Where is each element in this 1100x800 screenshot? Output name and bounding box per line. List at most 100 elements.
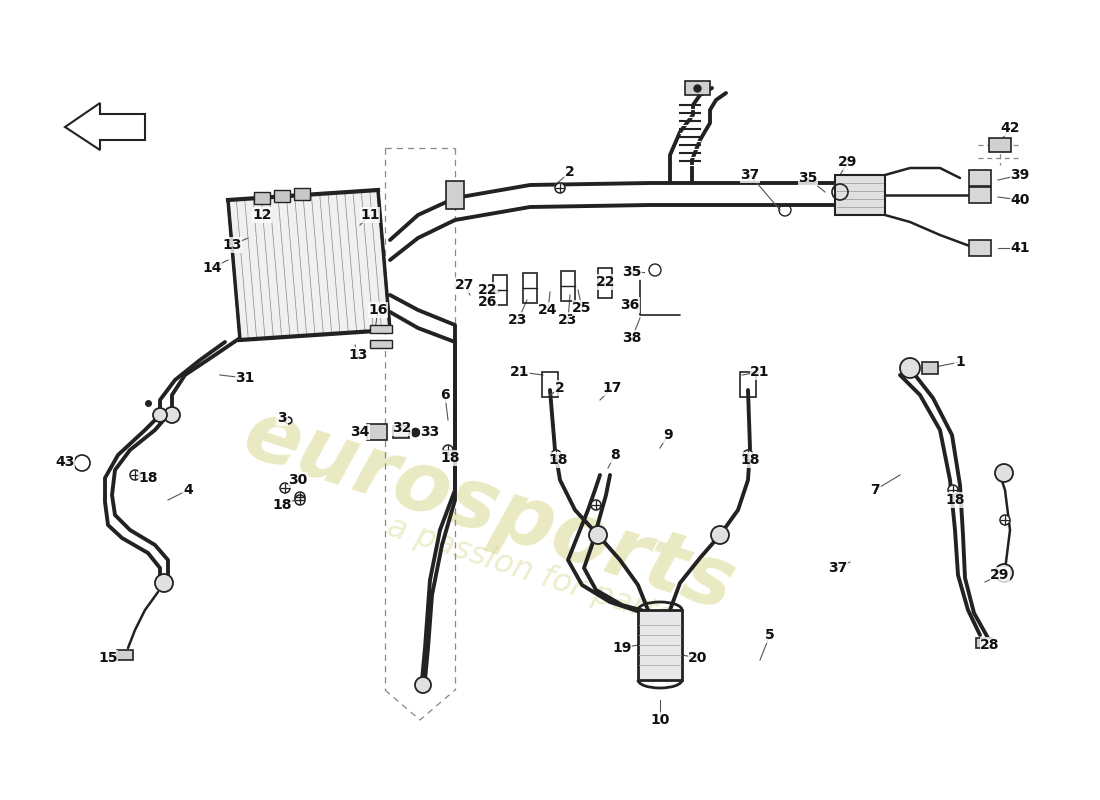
Text: 29: 29 <box>838 155 858 169</box>
Text: 3: 3 <box>277 411 287 425</box>
Text: 11: 11 <box>361 208 379 222</box>
Circle shape <box>742 450 754 460</box>
Text: 16: 16 <box>368 303 387 317</box>
Circle shape <box>443 445 453 455</box>
Text: 4: 4 <box>183 483 192 497</box>
Text: eurosports: eurosports <box>234 393 746 627</box>
Text: 18: 18 <box>139 471 157 485</box>
Bar <box>393 426 409 438</box>
Circle shape <box>130 470 140 480</box>
Text: 28: 28 <box>980 638 1000 652</box>
Text: 30: 30 <box>288 473 308 487</box>
Bar <box>274 190 290 202</box>
Circle shape <box>153 408 167 422</box>
Bar <box>493 275 507 305</box>
Text: 39: 39 <box>1011 168 1030 182</box>
Text: 23: 23 <box>508 313 528 327</box>
Text: 15: 15 <box>98 651 118 665</box>
Bar <box>370 325 392 333</box>
Bar <box>117 650 133 660</box>
Text: a passion for parts: a passion for parts <box>384 511 676 633</box>
Text: 12: 12 <box>252 208 272 222</box>
Text: 29: 29 <box>990 568 1010 582</box>
Bar <box>370 340 392 348</box>
Text: 22: 22 <box>596 275 616 289</box>
Text: 27: 27 <box>455 278 475 292</box>
Circle shape <box>155 574 173 592</box>
Text: 35: 35 <box>799 171 817 185</box>
Text: 23: 23 <box>559 313 578 327</box>
Bar <box>294 188 310 200</box>
Bar <box>542 372 558 397</box>
Text: 36: 36 <box>620 298 639 312</box>
Text: 1: 1 <box>955 355 965 369</box>
Circle shape <box>164 407 180 423</box>
Bar <box>522 273 537 303</box>
Bar <box>638 610 682 680</box>
Bar <box>969 240 991 256</box>
Text: 18: 18 <box>945 493 965 507</box>
Text: 9: 9 <box>663 428 673 442</box>
Text: 13: 13 <box>222 238 242 252</box>
Circle shape <box>295 492 305 502</box>
Bar <box>561 271 575 301</box>
Circle shape <box>948 485 958 495</box>
Text: 37: 37 <box>828 561 848 575</box>
Circle shape <box>996 464 1013 482</box>
Text: 18: 18 <box>273 498 292 512</box>
Text: 18: 18 <box>440 451 460 465</box>
Text: 20: 20 <box>689 651 707 665</box>
Text: 14: 14 <box>202 261 222 275</box>
Text: 8: 8 <box>610 448 620 462</box>
Text: 18: 18 <box>740 453 760 467</box>
Text: 38: 38 <box>623 331 641 345</box>
Text: 22: 22 <box>478 283 497 297</box>
Text: 31: 31 <box>235 371 255 385</box>
Bar <box>969 187 991 203</box>
Text: 25: 25 <box>572 301 592 315</box>
Text: 2: 2 <box>565 165 575 179</box>
Circle shape <box>588 526 607 544</box>
Text: 37: 37 <box>740 168 760 182</box>
Bar <box>367 424 387 440</box>
Bar <box>976 638 992 648</box>
Bar <box>684 81 710 95</box>
Circle shape <box>996 564 1013 582</box>
Circle shape <box>900 358 920 378</box>
Text: 42: 42 <box>1000 121 1020 135</box>
Text: 43: 43 <box>55 455 75 469</box>
Circle shape <box>551 450 561 460</box>
Text: 40: 40 <box>1010 193 1030 207</box>
Text: 18: 18 <box>548 453 568 467</box>
Bar <box>989 138 1011 152</box>
Text: 6: 6 <box>440 388 450 402</box>
Text: 34: 34 <box>350 425 370 439</box>
Text: 7: 7 <box>870 483 880 497</box>
Bar <box>922 362 938 374</box>
Text: 26: 26 <box>478 295 497 309</box>
Text: 2: 2 <box>556 381 565 395</box>
Text: 41: 41 <box>1010 241 1030 255</box>
Text: 10: 10 <box>650 713 670 727</box>
Text: 17: 17 <box>603 381 622 395</box>
Text: 21: 21 <box>750 365 770 379</box>
Circle shape <box>280 483 290 493</box>
Bar <box>446 181 464 209</box>
Text: 19: 19 <box>613 641 631 655</box>
Text: 5: 5 <box>766 628 774 642</box>
Circle shape <box>295 495 305 505</box>
Circle shape <box>711 526 729 544</box>
Text: 13: 13 <box>349 348 367 362</box>
Text: 35: 35 <box>623 265 641 279</box>
Text: 33: 33 <box>420 425 440 439</box>
Bar <box>835 175 886 215</box>
Bar <box>598 268 612 298</box>
Bar <box>740 372 756 397</box>
Circle shape <box>556 183 565 193</box>
Polygon shape <box>228 190 390 340</box>
Circle shape <box>415 677 431 693</box>
Text: 32: 32 <box>393 421 411 435</box>
Circle shape <box>1000 515 1010 525</box>
Circle shape <box>591 500 601 510</box>
Bar <box>254 192 270 204</box>
